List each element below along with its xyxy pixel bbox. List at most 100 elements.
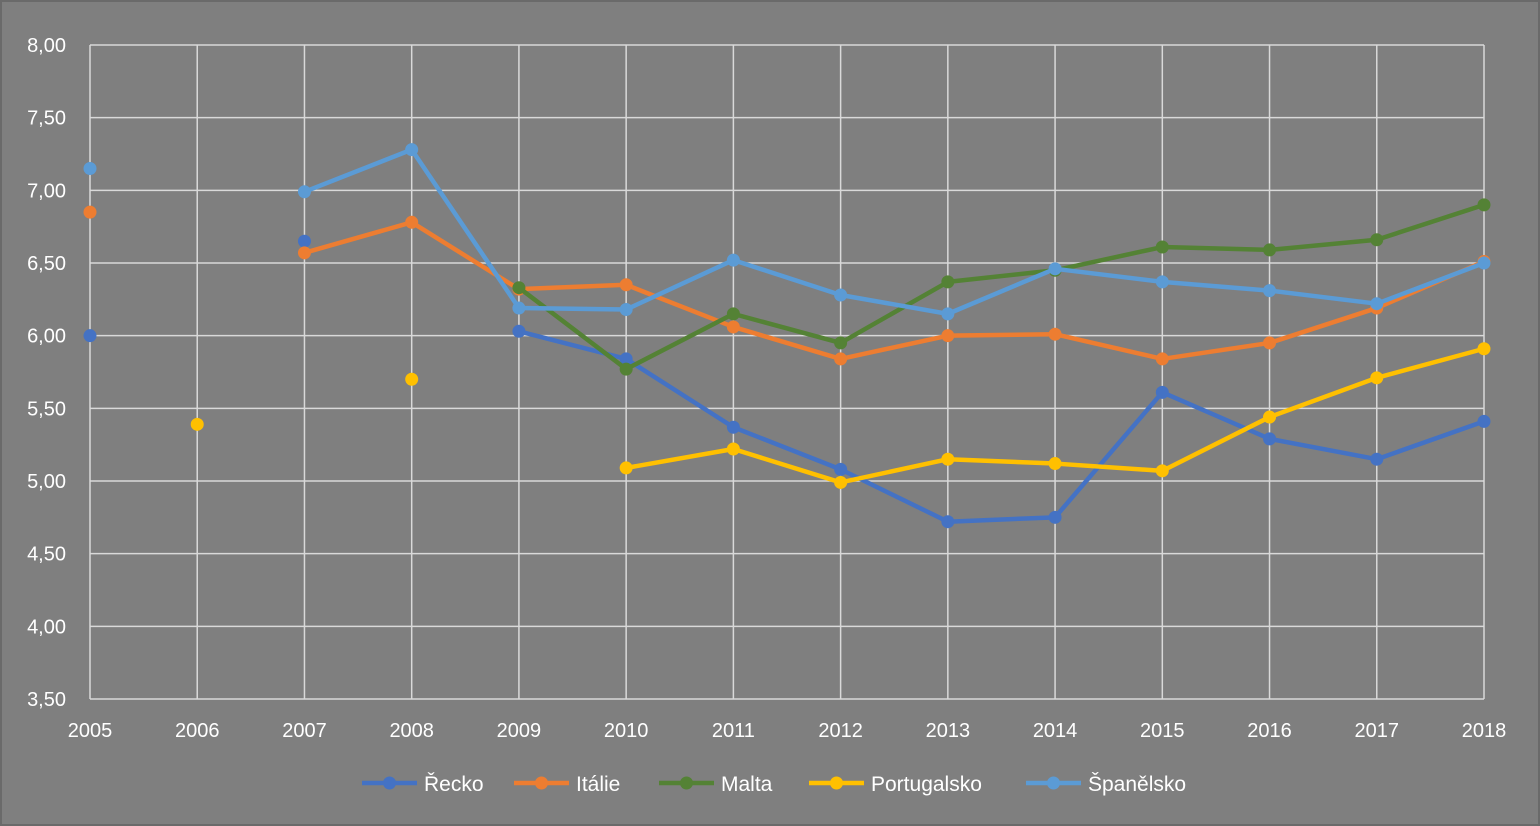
legend-marker [535, 776, 548, 790]
x-tick-label: 2018 [1462, 720, 1507, 742]
y-tick-label: 5,50 [27, 398, 66, 420]
legend-item: Řecko [362, 773, 484, 796]
series-1 [83, 205, 1491, 366]
data-point [834, 462, 848, 476]
legend-label: Malta [721, 773, 773, 796]
data-point [1048, 510, 1062, 524]
data-point [726, 320, 740, 334]
data-point [726, 307, 740, 321]
data-point [1263, 410, 1277, 424]
data-point [619, 303, 633, 317]
series-group [83, 143, 1491, 529]
x-tick-label: 2012 [818, 720, 863, 742]
data-point [512, 301, 526, 315]
y-tick-label: 8,00 [27, 35, 66, 57]
x-tick-label: 2015 [1140, 720, 1185, 742]
x-tick-label: 2008 [389, 720, 434, 742]
data-point [726, 420, 740, 434]
data-point [1370, 297, 1384, 311]
series-line [302, 147, 1487, 317]
y-tick-label: 4,00 [27, 616, 66, 638]
x-tick-label: 2005 [68, 720, 113, 742]
data-point [619, 461, 633, 475]
x-tick-label: 2014 [1033, 720, 1078, 742]
legend-item: Malta [659, 773, 773, 796]
legend-item: Portugalsko [809, 773, 982, 796]
x-tick-label: 2011 [712, 720, 755, 742]
legend-label: Španělsko [1088, 773, 1186, 796]
data-point [941, 452, 955, 466]
data-point [834, 336, 848, 350]
legend-marker [680, 776, 693, 790]
y-tick-label: 7,50 [27, 108, 66, 130]
data-point [834, 352, 848, 366]
axes: 3,50 4,00 4,50 5,00 5,50 6,00 6,50 7,00 7,50 8,00… [27, 35, 1506, 742]
y-tick-label: 6,50 [27, 253, 66, 275]
data-point [83, 205, 97, 219]
data-point [512, 324, 526, 338]
data-point [941, 515, 955, 529]
x-tick-label: 2017 [1355, 720, 1400, 742]
data-point [405, 372, 419, 386]
gridlines [89, 44, 1485, 700]
y-tick-label: 7,00 [27, 180, 66, 202]
data-point [297, 185, 311, 199]
data-point [1048, 262, 1062, 276]
data-point [1155, 352, 1169, 366]
data-point [619, 278, 633, 292]
data-point [1370, 371, 1384, 385]
data-point [190, 417, 204, 431]
data-point [1155, 240, 1169, 254]
x-tick-label: 2006 [175, 720, 220, 742]
y-tick-label: 5,00 [27, 471, 66, 493]
data-point [1370, 452, 1384, 466]
data-point [834, 475, 848, 489]
data-point [941, 329, 955, 343]
data-point [405, 215, 419, 229]
data-point [83, 329, 97, 343]
legend-item: Španělsko [1026, 773, 1186, 796]
legend-item: Itálie [514, 773, 620, 796]
x-tick-label: 2009 [497, 720, 542, 742]
series-line [516, 329, 1487, 524]
data-point [941, 307, 955, 321]
legend-marker [1047, 776, 1060, 790]
data-point [1477, 256, 1491, 270]
legend-marker [830, 776, 843, 790]
data-point [619, 362, 633, 376]
data-point [405, 143, 419, 157]
x-tick-label: 2016 [1247, 720, 1292, 742]
data-point [297, 234, 311, 248]
series-4 [83, 143, 1491, 321]
data-point [619, 352, 633, 366]
legend: Řecko Itálie Malta Portugalsko Španělsko [362, 773, 1186, 796]
legend-label: Řecko [424, 773, 484, 796]
data-point [1263, 336, 1277, 350]
legend-marker [383, 776, 396, 790]
data-point [1263, 432, 1277, 446]
data-point [726, 253, 740, 267]
data-point [1263, 243, 1277, 257]
x-tick-label: 2010 [604, 720, 649, 742]
y-tick-label: 6,00 [27, 326, 66, 348]
data-point [834, 288, 848, 302]
x-tick-label: 2007 [282, 720, 327, 742]
data-point [726, 442, 740, 456]
y-tick-label: 3,50 [27, 689, 66, 711]
data-point [1370, 233, 1384, 247]
data-point [1048, 327, 1062, 341]
data-point [1155, 275, 1169, 289]
data-point [1477, 198, 1491, 212]
data-point [512, 281, 526, 295]
data-point [1477, 414, 1491, 428]
data-point [941, 275, 955, 289]
data-point [1477, 342, 1491, 356]
data-point [1155, 385, 1169, 399]
legend-label: Portugalsko [871, 773, 982, 796]
legend-label: Itálie [576, 773, 620, 796]
series-3 [190, 342, 1491, 489]
data-point [297, 246, 311, 260]
series-0 [83, 234, 1491, 529]
data-point [1048, 457, 1062, 471]
